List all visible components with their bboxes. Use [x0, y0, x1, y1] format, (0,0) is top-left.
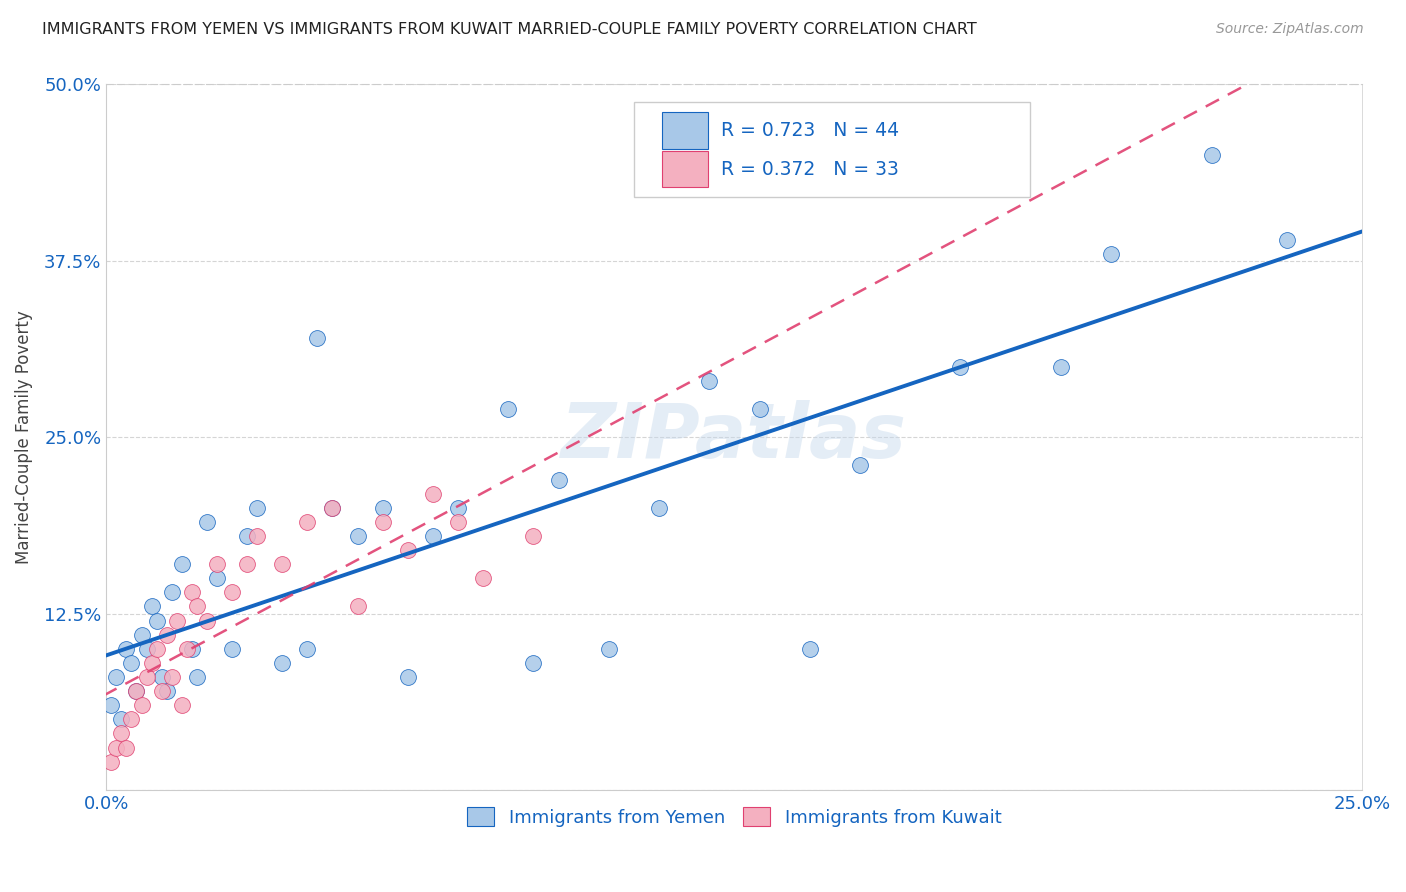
Point: [849, 458, 872, 473]
Point: [195, 614, 218, 628]
Point: [160, 670, 183, 684]
Point: [205, 571, 228, 585]
Point: [121, 656, 143, 670]
Point: [156, 628, 179, 642]
Point: [498, 401, 520, 416]
Y-axis label: Married-Couple Family Poverty: Married-Couple Family Poverty: [15, 310, 32, 564]
Point: [100, 698, 122, 713]
Point: [121, 712, 143, 726]
Text: R = 0.723   N = 44: R = 0.723 N = 44: [721, 120, 898, 140]
Point: [105, 670, 128, 684]
Point: [472, 571, 495, 585]
Point: [422, 529, 444, 543]
Point: [307, 331, 329, 345]
Legend: Immigrants from Yemen, Immigrants from Kuwait: Immigrants from Yemen, Immigrants from K…: [460, 800, 1008, 834]
Text: ZIPatlas: ZIPatlas: [561, 401, 907, 475]
Point: [547, 473, 569, 487]
Point: [125, 684, 148, 698]
Point: [1099, 246, 1122, 260]
Point: [236, 529, 259, 543]
Point: [135, 670, 157, 684]
Point: [141, 599, 163, 614]
Point: [271, 656, 294, 670]
Point: [131, 698, 153, 713]
Point: [176, 641, 198, 656]
Point: [297, 515, 319, 529]
Point: [371, 515, 394, 529]
Point: [221, 585, 243, 599]
Point: [246, 529, 269, 543]
Point: [371, 500, 394, 515]
Point: [396, 670, 419, 684]
Point: [321, 500, 343, 515]
Point: [131, 628, 153, 642]
Point: [170, 557, 193, 571]
Point: [522, 529, 544, 543]
Point: [150, 684, 173, 698]
Point: [105, 740, 128, 755]
Point: [135, 641, 157, 656]
Text: R = 0.372   N = 33: R = 0.372 N = 33: [721, 160, 898, 178]
Point: [949, 359, 972, 374]
Point: [110, 712, 132, 726]
Point: [166, 614, 188, 628]
Point: [186, 599, 208, 614]
Point: [100, 755, 122, 769]
Point: [648, 500, 671, 515]
Point: [346, 529, 368, 543]
Point: [297, 641, 319, 656]
Text: IMMIGRANTS FROM YEMEN VS IMMIGRANTS FROM KUWAIT MARRIED-COUPLE FAMILY POVERTY CO: IMMIGRANTS FROM YEMEN VS IMMIGRANTS FROM…: [42, 22, 977, 37]
Text: Source: ZipAtlas.com: Source: ZipAtlas.com: [1216, 22, 1364, 37]
Point: [271, 557, 294, 571]
Point: [195, 515, 218, 529]
Point: [346, 599, 368, 614]
Point: [180, 641, 202, 656]
Point: [748, 401, 770, 416]
Point: [170, 698, 193, 713]
Point: [221, 641, 243, 656]
Point: [1050, 359, 1073, 374]
Point: [115, 740, 138, 755]
Point: [145, 641, 167, 656]
Point: [156, 684, 179, 698]
Point: [180, 585, 202, 599]
Point: [115, 641, 138, 656]
FancyBboxPatch shape: [634, 102, 1029, 197]
Point: [697, 374, 720, 388]
Point: [447, 515, 470, 529]
Point: [141, 656, 163, 670]
Point: [125, 684, 148, 698]
Point: [110, 726, 132, 740]
FancyBboxPatch shape: [662, 151, 709, 187]
Point: [321, 500, 343, 515]
Point: [186, 670, 208, 684]
Point: [422, 486, 444, 500]
Point: [246, 500, 269, 515]
Point: [447, 500, 470, 515]
Point: [1275, 233, 1298, 247]
FancyBboxPatch shape: [662, 112, 709, 149]
Point: [145, 614, 167, 628]
Point: [396, 543, 419, 558]
Point: [522, 656, 544, 670]
Point: [236, 557, 259, 571]
Point: [160, 585, 183, 599]
Point: [150, 670, 173, 684]
Point: [205, 557, 228, 571]
Point: [799, 641, 821, 656]
Point: [1201, 148, 1223, 162]
Point: [598, 641, 620, 656]
